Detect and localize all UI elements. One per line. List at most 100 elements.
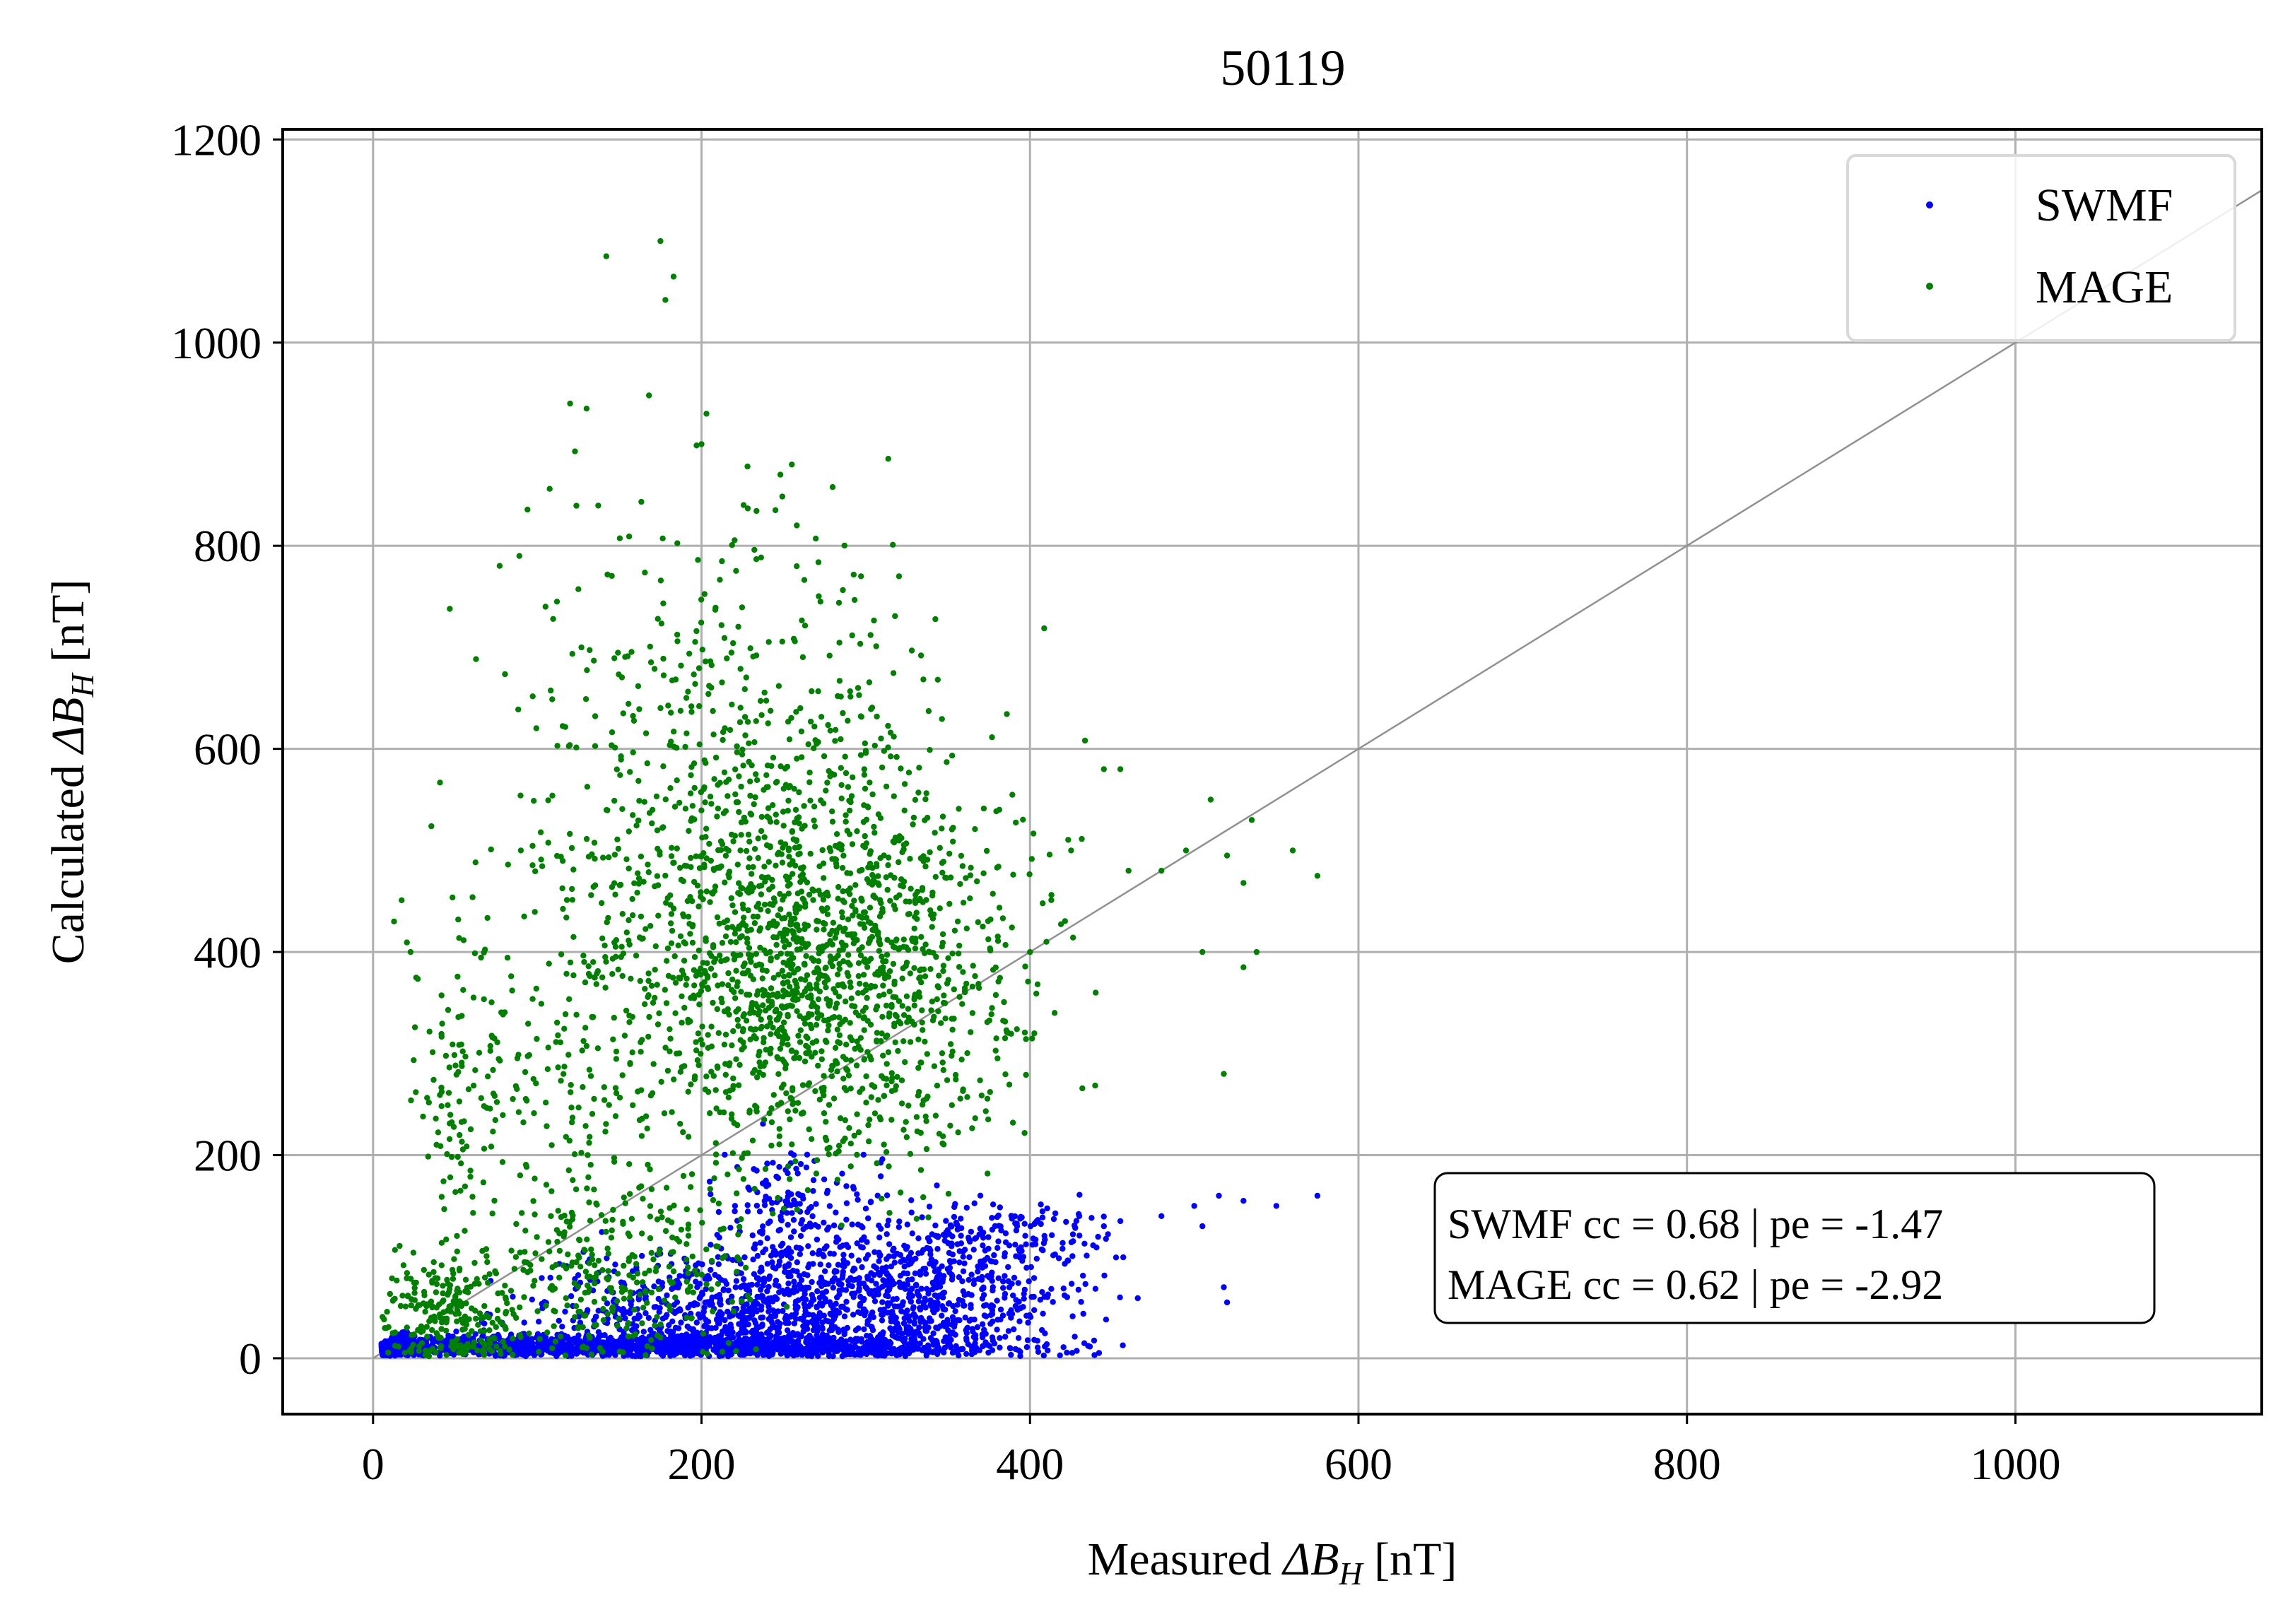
data-point <box>740 763 746 769</box>
data-point <box>849 1283 855 1290</box>
data-point <box>1002 1295 1008 1301</box>
data-point <box>908 1197 915 1204</box>
data-point <box>797 878 804 885</box>
data-point <box>825 1028 831 1034</box>
data-point <box>815 1062 821 1069</box>
data-point <box>803 1164 810 1171</box>
data-point <box>780 1019 787 1026</box>
data-point <box>864 1239 870 1245</box>
data-point <box>756 1049 763 1055</box>
data-point <box>1052 1210 1059 1217</box>
data-point <box>826 1349 832 1356</box>
data-point <box>649 820 655 827</box>
data-point <box>531 798 537 804</box>
data-point <box>761 864 768 870</box>
data-point <box>1012 1220 1019 1227</box>
data-point <box>785 1290 792 1296</box>
data-point <box>873 643 879 649</box>
data-point <box>505 1337 511 1343</box>
data-point <box>892 1319 899 1325</box>
data-point <box>715 782 721 788</box>
data-point <box>943 1218 949 1224</box>
data-point <box>764 1235 770 1242</box>
data-point <box>703 834 709 840</box>
data-point <box>830 1334 837 1341</box>
data-point <box>781 893 787 900</box>
data-point <box>815 688 821 695</box>
data-point <box>761 834 768 840</box>
data-point <box>1095 1233 1101 1240</box>
data-point <box>989 1334 996 1341</box>
data-point <box>698 596 705 603</box>
data-point <box>676 864 683 871</box>
data-point <box>904 1221 911 1228</box>
data-point <box>792 1107 799 1114</box>
data-point <box>994 1213 1001 1220</box>
data-point <box>700 1337 707 1344</box>
data-point <box>633 953 640 959</box>
data-point <box>744 1283 751 1290</box>
data-point <box>743 1018 750 1024</box>
data-point <box>896 998 903 1004</box>
data-point <box>790 1217 797 1223</box>
data-point <box>804 1187 811 1194</box>
data-point <box>787 1095 794 1101</box>
data-point <box>719 940 726 946</box>
data-point <box>1005 1264 1011 1271</box>
data-point <box>885 456 891 462</box>
data-point <box>638 913 645 920</box>
data-point <box>934 1273 941 1281</box>
data-point <box>1020 1304 1026 1310</box>
data-point <box>767 1050 774 1057</box>
data-point <box>746 740 752 747</box>
data-point <box>801 1300 808 1307</box>
data-point <box>707 1110 713 1117</box>
data-point <box>843 812 849 818</box>
data-point <box>727 1351 734 1358</box>
data-point <box>990 1201 997 1208</box>
data-point <box>1063 1218 1069 1225</box>
data-point <box>712 1271 718 1278</box>
data-point <box>841 1313 848 1319</box>
data-point <box>785 1189 792 1196</box>
data-point <box>856 692 862 698</box>
data-point <box>685 1088 691 1095</box>
data-point <box>874 1030 881 1036</box>
data-point <box>955 1129 961 1136</box>
data-point <box>977 1192 984 1199</box>
data-point <box>812 1049 818 1056</box>
data-point <box>732 1208 738 1215</box>
data-point <box>782 1264 789 1271</box>
data-point <box>606 854 612 861</box>
data-point <box>739 1028 746 1035</box>
data-point <box>857 952 864 959</box>
data-point <box>907 1039 914 1045</box>
data-point <box>1199 1223 1206 1230</box>
data-point <box>744 1301 750 1307</box>
data-point <box>636 706 642 712</box>
data-point <box>744 939 751 946</box>
data-point <box>940 1348 946 1354</box>
data-point <box>710 1196 717 1204</box>
data-point <box>693 853 699 859</box>
data-point <box>532 868 539 875</box>
data-point <box>838 1336 845 1343</box>
data-point <box>824 779 830 786</box>
data-point <box>602 954 609 960</box>
data-point <box>736 1166 742 1172</box>
data-point <box>891 1253 897 1259</box>
data-point <box>741 1254 748 1261</box>
data-point <box>922 1113 929 1120</box>
data-point <box>790 929 797 935</box>
data-point <box>943 1232 949 1238</box>
data-point <box>787 1234 794 1240</box>
data-point <box>890 960 897 967</box>
data-point <box>965 1235 972 1241</box>
data-point <box>773 862 779 869</box>
data-point <box>779 859 786 866</box>
data-point <box>700 850 707 857</box>
data-point <box>981 1312 988 1319</box>
data-point <box>784 876 791 883</box>
data-point <box>609 729 616 736</box>
data-point <box>714 1063 721 1070</box>
